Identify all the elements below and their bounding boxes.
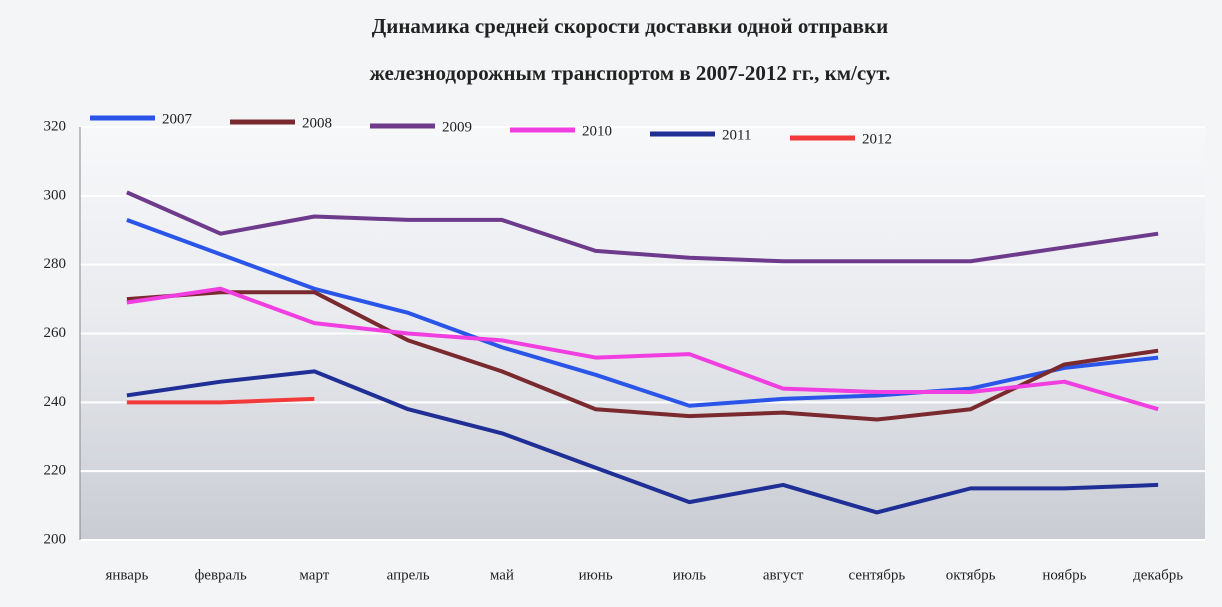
legend-label: 2010 (582, 123, 612, 139)
x-tick-label: январь (105, 567, 148, 583)
x-tick-label: декабрь (1133, 567, 1183, 583)
x-tick-label: апрель (387, 567, 430, 583)
x-tick-label: ноябрь (1042, 567, 1086, 583)
x-tick-label: август (763, 567, 804, 583)
series-line (126, 369, 1159, 515)
legend-label: 2011 (722, 127, 751, 143)
y-tick-label: 280 (44, 256, 67, 272)
y-tick-label: 200 (44, 531, 67, 547)
y-tick-label: 240 (44, 394, 67, 410)
y-tick-label: 220 (44, 463, 67, 479)
series-line (126, 396, 315, 405)
x-tick-label: октябрь (946, 567, 996, 583)
x-tick-label: июль (673, 567, 706, 583)
x-tick-label: май (490, 567, 514, 583)
series-line (126, 218, 1159, 408)
legend-label: 2012 (862, 131, 892, 147)
chart-title: железнодорожным транспортом в 2007-2012 … (370, 61, 891, 85)
y-tick-label: 300 (44, 187, 67, 203)
x-tick-label: март (299, 567, 329, 583)
series-line (126, 190, 1159, 264)
legend-label: 2007 (162, 111, 193, 127)
series-line (126, 290, 1159, 422)
legend-label: 2009 (442, 119, 472, 135)
x-tick-label: сентябрь (848, 567, 905, 583)
x-tick-label: февраль (195, 567, 247, 583)
y-tick-label: 260 (44, 325, 67, 341)
series-line (126, 286, 1159, 412)
x-tick-label: июнь (579, 567, 613, 583)
chart-title: Динамика средней скорости доставки одной… (372, 14, 888, 38)
legend-label: 2008 (302, 115, 332, 131)
y-tick-label: 320 (44, 118, 67, 134)
